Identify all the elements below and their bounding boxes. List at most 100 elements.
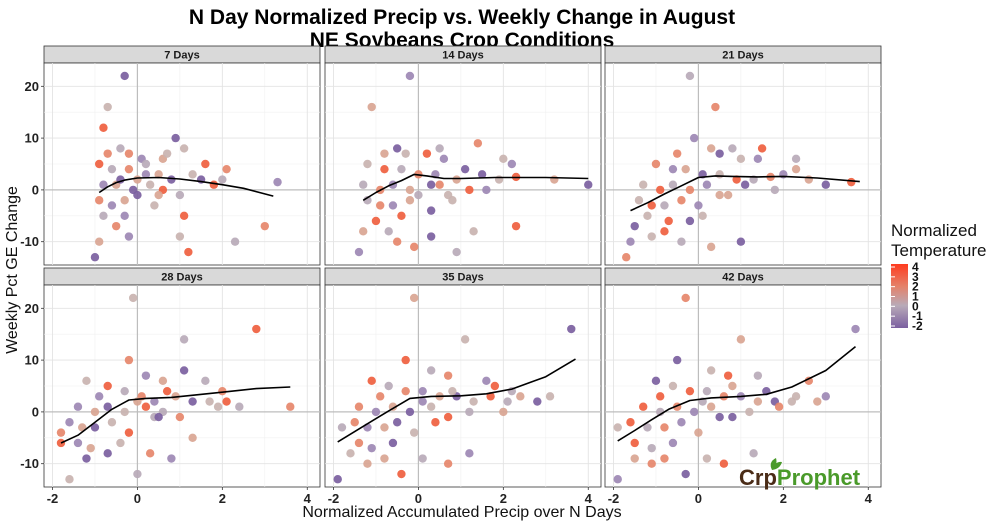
data-point bbox=[639, 402, 648, 411]
smooth-line bbox=[98, 176, 274, 197]
data-point bbox=[664, 216, 673, 226]
data-point bbox=[715, 149, 724, 158]
data-point bbox=[418, 386, 427, 396]
data-point bbox=[99, 123, 108, 132]
data-point bbox=[813, 397, 822, 406]
y-axis-title: Weekly Pct GE Change bbox=[4, 186, 21, 354]
data-point bbox=[613, 475, 622, 484]
facet-panel-1: 7 Days -10 0 10 20 bbox=[20, 45, 321, 266]
data-point bbox=[804, 376, 814, 386]
data-point bbox=[107, 164, 117, 174]
facet-panel-5: 35 Days -2 0 2 4 bbox=[324, 267, 602, 506]
facet-label: 42 Days bbox=[722, 272, 764, 284]
data-point bbox=[175, 232, 185, 241]
data-point bbox=[452, 175, 461, 184]
data-point bbox=[460, 164, 470, 174]
data-point bbox=[732, 175, 741, 184]
data-point bbox=[167, 175, 176, 184]
data-point bbox=[56, 438, 66, 448]
facet-label: 28 Days bbox=[161, 272, 203, 284]
data-point bbox=[205, 397, 214, 406]
data-point bbox=[171, 133, 180, 143]
x-tick-label: 2 bbox=[500, 491, 507, 506]
y-tick-label: 20 bbox=[25, 79, 39, 94]
data-point bbox=[715, 412, 724, 422]
data-point bbox=[380, 149, 389, 158]
data-point bbox=[753, 371, 763, 380]
data-point bbox=[380, 164, 389, 174]
data-point bbox=[550, 175, 559, 184]
data-point bbox=[388, 438, 398, 448]
smooth-line bbox=[362, 173, 589, 201]
data-point bbox=[647, 459, 656, 468]
data-point bbox=[392, 144, 402, 153]
data-point bbox=[409, 242, 419, 252]
data-point bbox=[643, 423, 652, 432]
data-point bbox=[715, 170, 724, 179]
data-point bbox=[740, 180, 750, 189]
y-tick-label: -10 bbox=[20, 234, 39, 249]
data-point bbox=[359, 180, 368, 189]
x-tick-label: 4 bbox=[304, 491, 312, 506]
data-point bbox=[821, 180, 830, 189]
data-point bbox=[660, 423, 669, 432]
data-point bbox=[90, 253, 100, 262]
data-point bbox=[103, 149, 112, 158]
data-point bbox=[371, 216, 381, 226]
legend-title-line1: Normalized bbox=[891, 221, 977, 240]
data-point bbox=[482, 185, 491, 195]
data-point bbox=[622, 253, 631, 262]
data-point bbox=[179, 211, 189, 220]
data-point bbox=[694, 428, 703, 437]
data-point bbox=[719, 392, 729, 401]
y-tick-label: 10 bbox=[25, 353, 39, 368]
data-point bbox=[252, 324, 261, 334]
legend-title-line2: Temperature bbox=[891, 241, 986, 260]
x-tick-label: -2 bbox=[608, 491, 620, 506]
data-point bbox=[418, 454, 427, 463]
data-point bbox=[120, 196, 129, 205]
data-point bbox=[851, 324, 860, 334]
data-point bbox=[694, 201, 703, 210]
data-point bbox=[643, 211, 652, 220]
data-point bbox=[65, 418, 74, 427]
data-point bbox=[753, 154, 763, 164]
data-point bbox=[567, 324, 576, 334]
data-point bbox=[469, 397, 478, 406]
data-point bbox=[397, 164, 406, 174]
data-point bbox=[477, 170, 487, 179]
data-point bbox=[95, 237, 104, 246]
data-point bbox=[376, 392, 385, 401]
data-point bbox=[103, 402, 112, 411]
data-point bbox=[448, 386, 457, 396]
data-point bbox=[179, 335, 189, 344]
data-point bbox=[73, 402, 83, 411]
logo-part-2: p bbox=[763, 465, 776, 490]
data-point bbox=[804, 175, 814, 184]
data-point bbox=[711, 102, 720, 112]
data-point bbox=[162, 386, 172, 396]
data-point bbox=[426, 206, 436, 215]
x-tick-label: 4 bbox=[865, 491, 873, 506]
data-point bbox=[380, 423, 389, 432]
data-point bbox=[426, 180, 436, 189]
data-point bbox=[660, 227, 669, 236]
data-point bbox=[656, 185, 665, 195]
data-point bbox=[443, 412, 453, 422]
x-tick-label: -2 bbox=[328, 491, 340, 506]
data-point bbox=[73, 438, 83, 448]
data-point bbox=[719, 459, 729, 468]
data-point bbox=[120, 211, 129, 220]
legend-tick-label: 1 bbox=[912, 290, 919, 304]
data-point bbox=[533, 397, 542, 406]
data-point bbox=[660, 454, 669, 463]
data-point bbox=[218, 175, 227, 184]
smooth-line bbox=[60, 386, 291, 444]
data-point bbox=[107, 201, 117, 210]
facet-panel-6: 42 Days -2 0 2 4 bbox=[604, 267, 882, 506]
data-point bbox=[384, 227, 393, 236]
data-point bbox=[354, 438, 364, 448]
data-point bbox=[103, 449, 112, 458]
